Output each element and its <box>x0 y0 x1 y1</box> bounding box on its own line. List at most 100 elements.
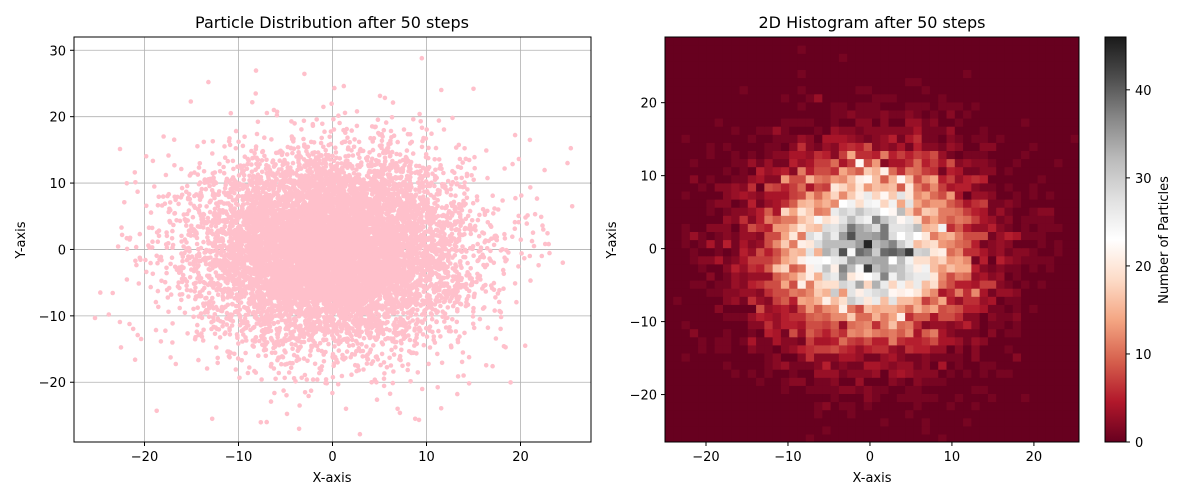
scatter-point <box>153 327 159 333</box>
scatter-point <box>545 231 550 236</box>
scatter-point <box>395 139 401 145</box>
scatter-point <box>356 367 362 373</box>
scatter-point <box>155 203 161 208</box>
scatter-point <box>290 150 295 156</box>
scatter-point <box>165 295 171 300</box>
scatter-point <box>132 170 138 175</box>
scatter-point <box>92 315 98 321</box>
scatter-point <box>327 134 333 140</box>
scatter-point <box>216 189 222 194</box>
scatter-point <box>173 361 179 367</box>
scatter-point <box>522 255 527 261</box>
scatter-point <box>160 194 166 199</box>
scatter-point <box>461 373 466 378</box>
scatter-point <box>390 380 396 386</box>
scatter-point <box>136 281 142 286</box>
scatter-point <box>391 369 396 374</box>
scatter-point <box>127 235 133 241</box>
scatter-point <box>512 281 518 286</box>
scatter-point <box>438 406 444 411</box>
scatter-point <box>387 391 393 397</box>
scatter-point <box>290 346 295 352</box>
scatter-point <box>215 355 220 361</box>
scatter-point <box>182 310 188 316</box>
scatter-point <box>422 317 428 322</box>
scatter-point <box>354 109 360 114</box>
scatter-point <box>292 121 297 126</box>
scatter-point <box>197 161 203 166</box>
scatter-point <box>195 322 200 328</box>
scatter-point <box>460 244 465 249</box>
scatter-point <box>173 197 178 203</box>
scatter-point <box>135 189 140 194</box>
scatter-point <box>255 119 261 125</box>
scatter-point <box>176 280 181 285</box>
scatter-point <box>201 239 206 245</box>
scatter-point <box>176 201 181 207</box>
scatter-point <box>462 254 468 260</box>
scatter-point <box>135 332 140 338</box>
scatter-point <box>166 153 171 158</box>
scatter-point <box>529 238 535 244</box>
scatter-point <box>407 337 413 343</box>
scatter-point <box>323 349 328 355</box>
scatter-point <box>381 127 387 133</box>
scatter-point <box>491 242 497 248</box>
scatter-point <box>201 139 207 145</box>
scatter-point <box>447 325 452 330</box>
scatter-point <box>163 172 169 178</box>
scatter-point <box>119 232 125 238</box>
scatter-point <box>214 345 219 350</box>
scatter-point <box>435 187 441 193</box>
scatter-point <box>419 386 425 392</box>
scatter-point <box>381 376 387 382</box>
scatter-point <box>148 210 154 215</box>
scatter-point <box>269 137 274 142</box>
scatter-point <box>133 258 138 264</box>
scatter-point <box>195 172 201 177</box>
scatter-point <box>514 299 519 305</box>
scatter-point <box>130 326 136 332</box>
scatter-point <box>453 244 459 250</box>
scatter-point <box>388 128 394 134</box>
scatter-point <box>174 218 179 223</box>
scatter-point <box>432 340 438 345</box>
scatter-point <box>306 393 311 399</box>
scatter-point <box>259 158 265 163</box>
scatter-point <box>472 154 477 160</box>
scatter-point <box>375 117 381 122</box>
scatter-point <box>150 271 156 277</box>
scatter-point <box>319 348 325 354</box>
scatter-point <box>412 338 418 344</box>
scatter-point <box>449 182 454 187</box>
scatter-point <box>180 272 186 278</box>
scatter-point <box>219 252 224 258</box>
scatter-point <box>249 179 254 185</box>
scatter-point <box>488 224 494 229</box>
scatter-point <box>441 127 447 132</box>
scatter-point <box>401 127 407 132</box>
scatter-point <box>228 442 233 447</box>
scatter-point <box>399 347 404 353</box>
scatter-point <box>255 353 261 359</box>
scatter-point <box>476 233 482 239</box>
scatter-point <box>332 344 337 349</box>
scatter-point <box>475 217 481 223</box>
scatter-point <box>319 135 325 141</box>
scatter-point <box>333 145 338 151</box>
scatter-point <box>117 146 123 152</box>
scatter-point <box>528 185 533 190</box>
scatter-point <box>410 318 416 323</box>
scatter-point <box>196 357 201 363</box>
scatter-point <box>359 342 364 347</box>
scatter-point <box>148 284 153 290</box>
scatter-point <box>453 329 459 334</box>
scatter-point <box>480 230 485 235</box>
scatter-point <box>421 342 427 348</box>
scatter-point <box>231 166 236 172</box>
scatter-point <box>124 246 130 252</box>
scatter-point <box>343 154 348 159</box>
scatter-point <box>259 169 265 175</box>
scatter-point <box>187 275 193 280</box>
scatter-point <box>469 218 475 223</box>
